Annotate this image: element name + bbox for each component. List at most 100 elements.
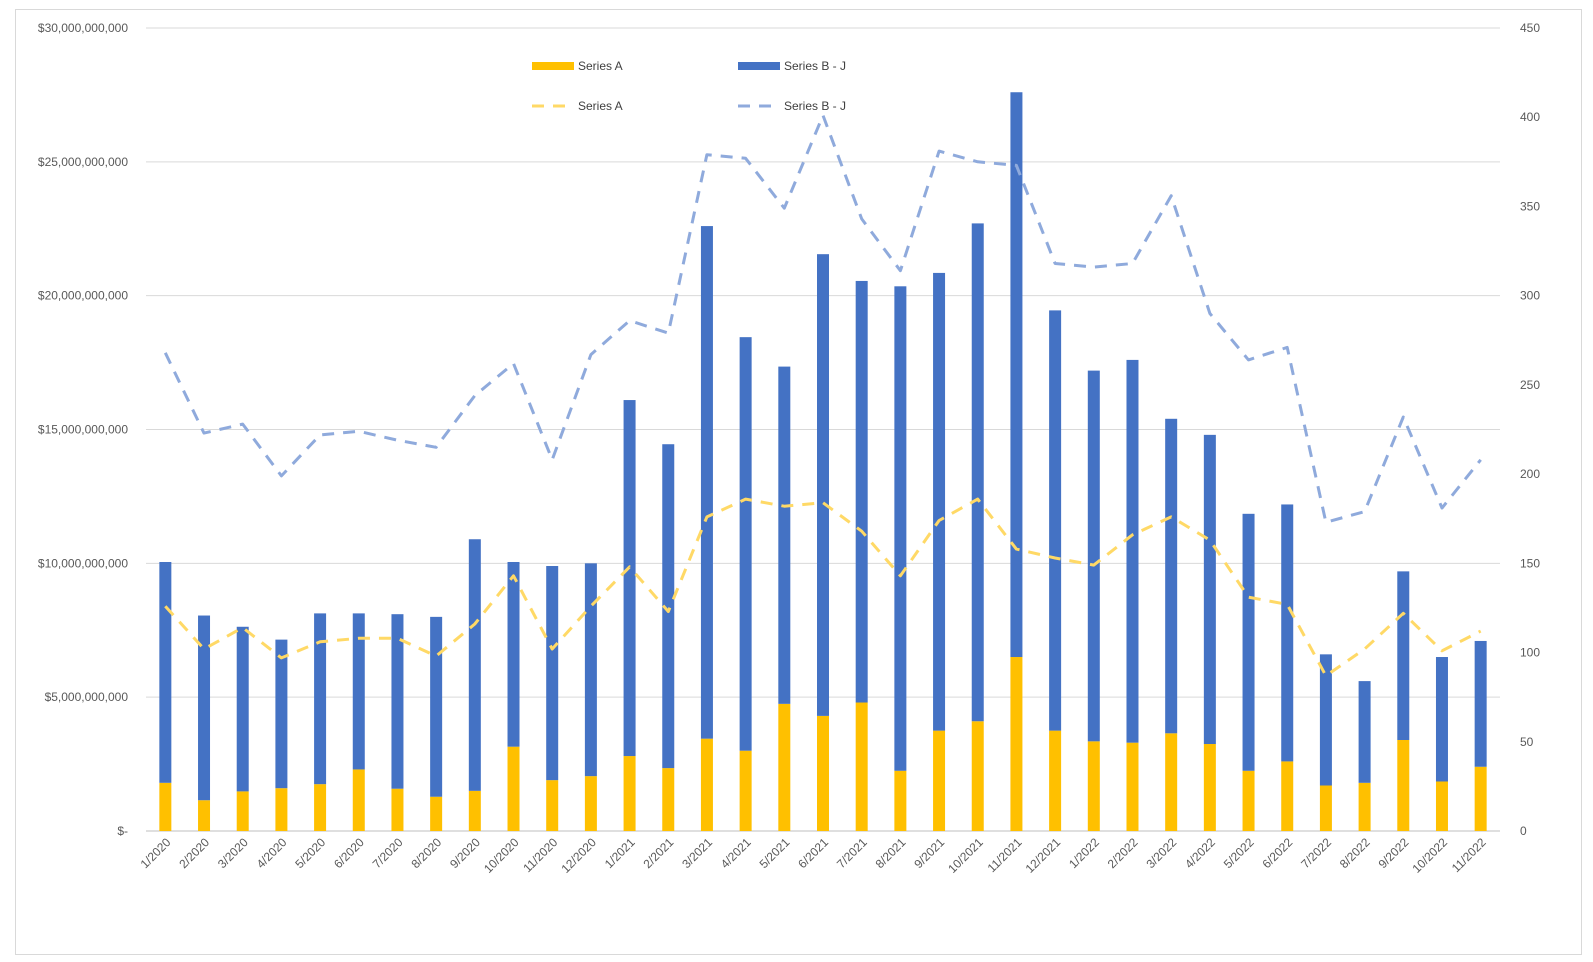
bar [1010, 92, 1023, 658]
bar [391, 614, 404, 789]
x-tick-label: 8/2020 [408, 835, 444, 871]
legend-label: Series A [578, 59, 623, 73]
bar [1319, 785, 1332, 831]
x-tick-label: 11/2021 [985, 835, 1025, 875]
x-tick-label: 5/2021 [757, 835, 793, 871]
x-tick-label: 9/2021 [911, 835, 947, 871]
bar [1049, 730, 1062, 831]
y2-tick-label: 400 [1520, 110, 1540, 124]
bar [236, 791, 249, 831]
bar [623, 756, 636, 831]
x-tick-label: 2/2022 [1105, 835, 1141, 871]
series-line [164, 497, 1482, 678]
bar [159, 782, 172, 831]
bars [159, 92, 1487, 831]
bar [1087, 741, 1100, 831]
bar [1242, 770, 1255, 831]
x-tick-label: 7/2020 [370, 835, 406, 871]
x-tick-label: 7/2021 [834, 835, 870, 871]
y2-tick-label: 0 [1520, 824, 1527, 838]
y2-tick-label: 250 [1520, 378, 1540, 392]
x-tick-label: 1/2021 [602, 835, 638, 871]
right-axis: 0 50 100 150 200 250 300 350 400 450 [1520, 21, 1540, 838]
x-tick-label: 2/2020 [176, 835, 212, 871]
x-tick-label: 1/2022 [1066, 835, 1102, 871]
bar [198, 800, 211, 831]
bar [275, 639, 288, 789]
y-tick-label: $15,000,000,000 [38, 423, 128, 437]
bar [933, 272, 946, 731]
y-tick-label: $10,000,000,000 [38, 556, 128, 570]
bar [430, 796, 443, 831]
bar [352, 769, 365, 831]
y2-tick-label: 100 [1520, 646, 1540, 660]
bar [236, 626, 249, 792]
bar [1397, 571, 1410, 740]
series-line [163, 113, 1482, 524]
bar [1126, 359, 1139, 743]
bar [1435, 657, 1448, 782]
x-tick-label: 7/2022 [1298, 835, 1334, 871]
bar [1474, 640, 1487, 767]
x-tick-label: 3/2022 [1143, 835, 1179, 871]
bar [1087, 370, 1100, 742]
bar [314, 613, 327, 785]
bar [739, 337, 752, 751]
x-tick-label: 10/2022 [1410, 835, 1451, 876]
y-tick-label: $- [117, 824, 128, 838]
bar [894, 770, 907, 831]
legend-label: Series B - J [784, 99, 846, 113]
bar [584, 776, 597, 831]
bar [1203, 434, 1216, 745]
x-tick-label: 10/2020 [481, 835, 522, 876]
y-tick-label: $5,000,000,000 [45, 690, 129, 704]
bar [352, 613, 365, 770]
x-tick-label: 3/2021 [679, 835, 715, 871]
legend-swatch [532, 62, 574, 70]
bar [1010, 657, 1023, 831]
bar [1126, 742, 1139, 831]
bar [855, 280, 868, 703]
y-tick-label: $25,000,000,000 [38, 155, 128, 169]
bar [1165, 733, 1178, 831]
bar [1397, 739, 1410, 831]
bar [623, 400, 636, 757]
y2-tick-label: 450 [1520, 21, 1540, 35]
x-tick-label: 11/2022 [1449, 835, 1489, 875]
x-tick-label: 4/2020 [254, 835, 290, 871]
bar [855, 702, 868, 831]
bar [778, 366, 791, 704]
x-tick-label: 4/2021 [718, 835, 754, 871]
bar [1165, 418, 1178, 734]
bar [507, 561, 520, 747]
y2-tick-label: 50 [1520, 735, 1534, 749]
bar [159, 561, 172, 783]
x-tick-label: 6/2022 [1259, 835, 1295, 871]
bar [739, 750, 752, 831]
x-axis: 1/2020 2/2020 3/2020 4/2020 5/2020 6/2020 7/20… [138, 835, 1489, 876]
bar [468, 539, 481, 791]
x-tick-label: 11/2020 [520, 835, 560, 875]
y2-tick-label: 200 [1520, 467, 1540, 481]
y2-tick-label: 300 [1520, 289, 1540, 303]
legend-label: Series A [578, 99, 623, 113]
y-tick-label: $30,000,000,000 [38, 21, 128, 35]
bar [778, 703, 791, 831]
bar [1242, 513, 1255, 771]
x-tick-label: 5/2020 [292, 835, 328, 871]
x-tick-label: 2/2021 [641, 835, 677, 871]
x-tick-label: 3/2020 [215, 835, 251, 871]
bar [817, 715, 829, 831]
bar [546, 566, 559, 781]
x-tick-label: 6/2021 [795, 835, 831, 871]
bar [817, 254, 829, 716]
legend-swatch [738, 62, 780, 70]
bar [1281, 761, 1294, 831]
x-tick-label: 1/2020 [138, 835, 174, 871]
bar [198, 615, 211, 801]
bar [971, 721, 984, 831]
bar [700, 738, 713, 831]
left-axis: $- $5,000,000,000 $10,000,000,000 $15,000,0… [38, 21, 128, 838]
bar [1049, 310, 1062, 731]
bar [507, 746, 520, 831]
